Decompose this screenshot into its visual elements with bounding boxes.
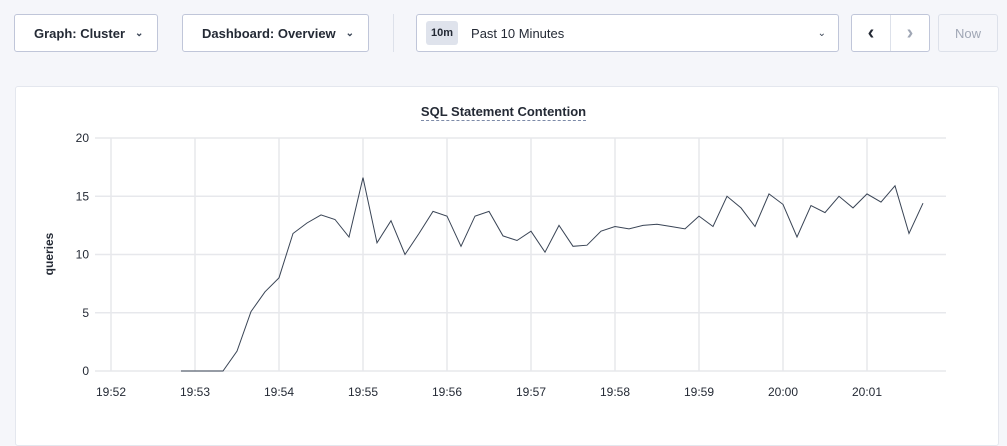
y-tick-label: 5 — [82, 306, 89, 320]
x-tick-label: 19:53 — [180, 385, 210, 399]
y-tick-label: 0 — [82, 364, 89, 378]
x-tick-label: 19:59 — [684, 385, 714, 399]
x-tick-label: 19:52 — [96, 385, 126, 399]
x-tick-label: 19:58 — [600, 385, 630, 399]
x-tick-label: 19:56 — [432, 385, 462, 399]
x-axis-ticks: 19:52 19:53 19:54 19:55 19:56 19:57 19:58 19:59… — [96, 385, 882, 399]
y-tick-label: 20 — [76, 131, 90, 145]
x-tick-label: 19:57 — [516, 385, 546, 399]
grid — [95, 138, 946, 371]
y-axis-label: queries — [42, 232, 56, 275]
series-line — [181, 178, 923, 371]
series-lines — [181, 178, 923, 372]
x-tick-label: 20:01 — [852, 385, 882, 399]
y-tick-label: 10 — [76, 248, 90, 262]
x-tick-label: 19:54 — [264, 385, 294, 399]
y-tick-label: 15 — [76, 189, 90, 203]
x-tick-label: 19:55 — [348, 385, 378, 399]
x-tick-label: 20:00 — [768, 385, 798, 399]
y-axis-ticks: 0 5 10 15 20 — [76, 131, 90, 378]
